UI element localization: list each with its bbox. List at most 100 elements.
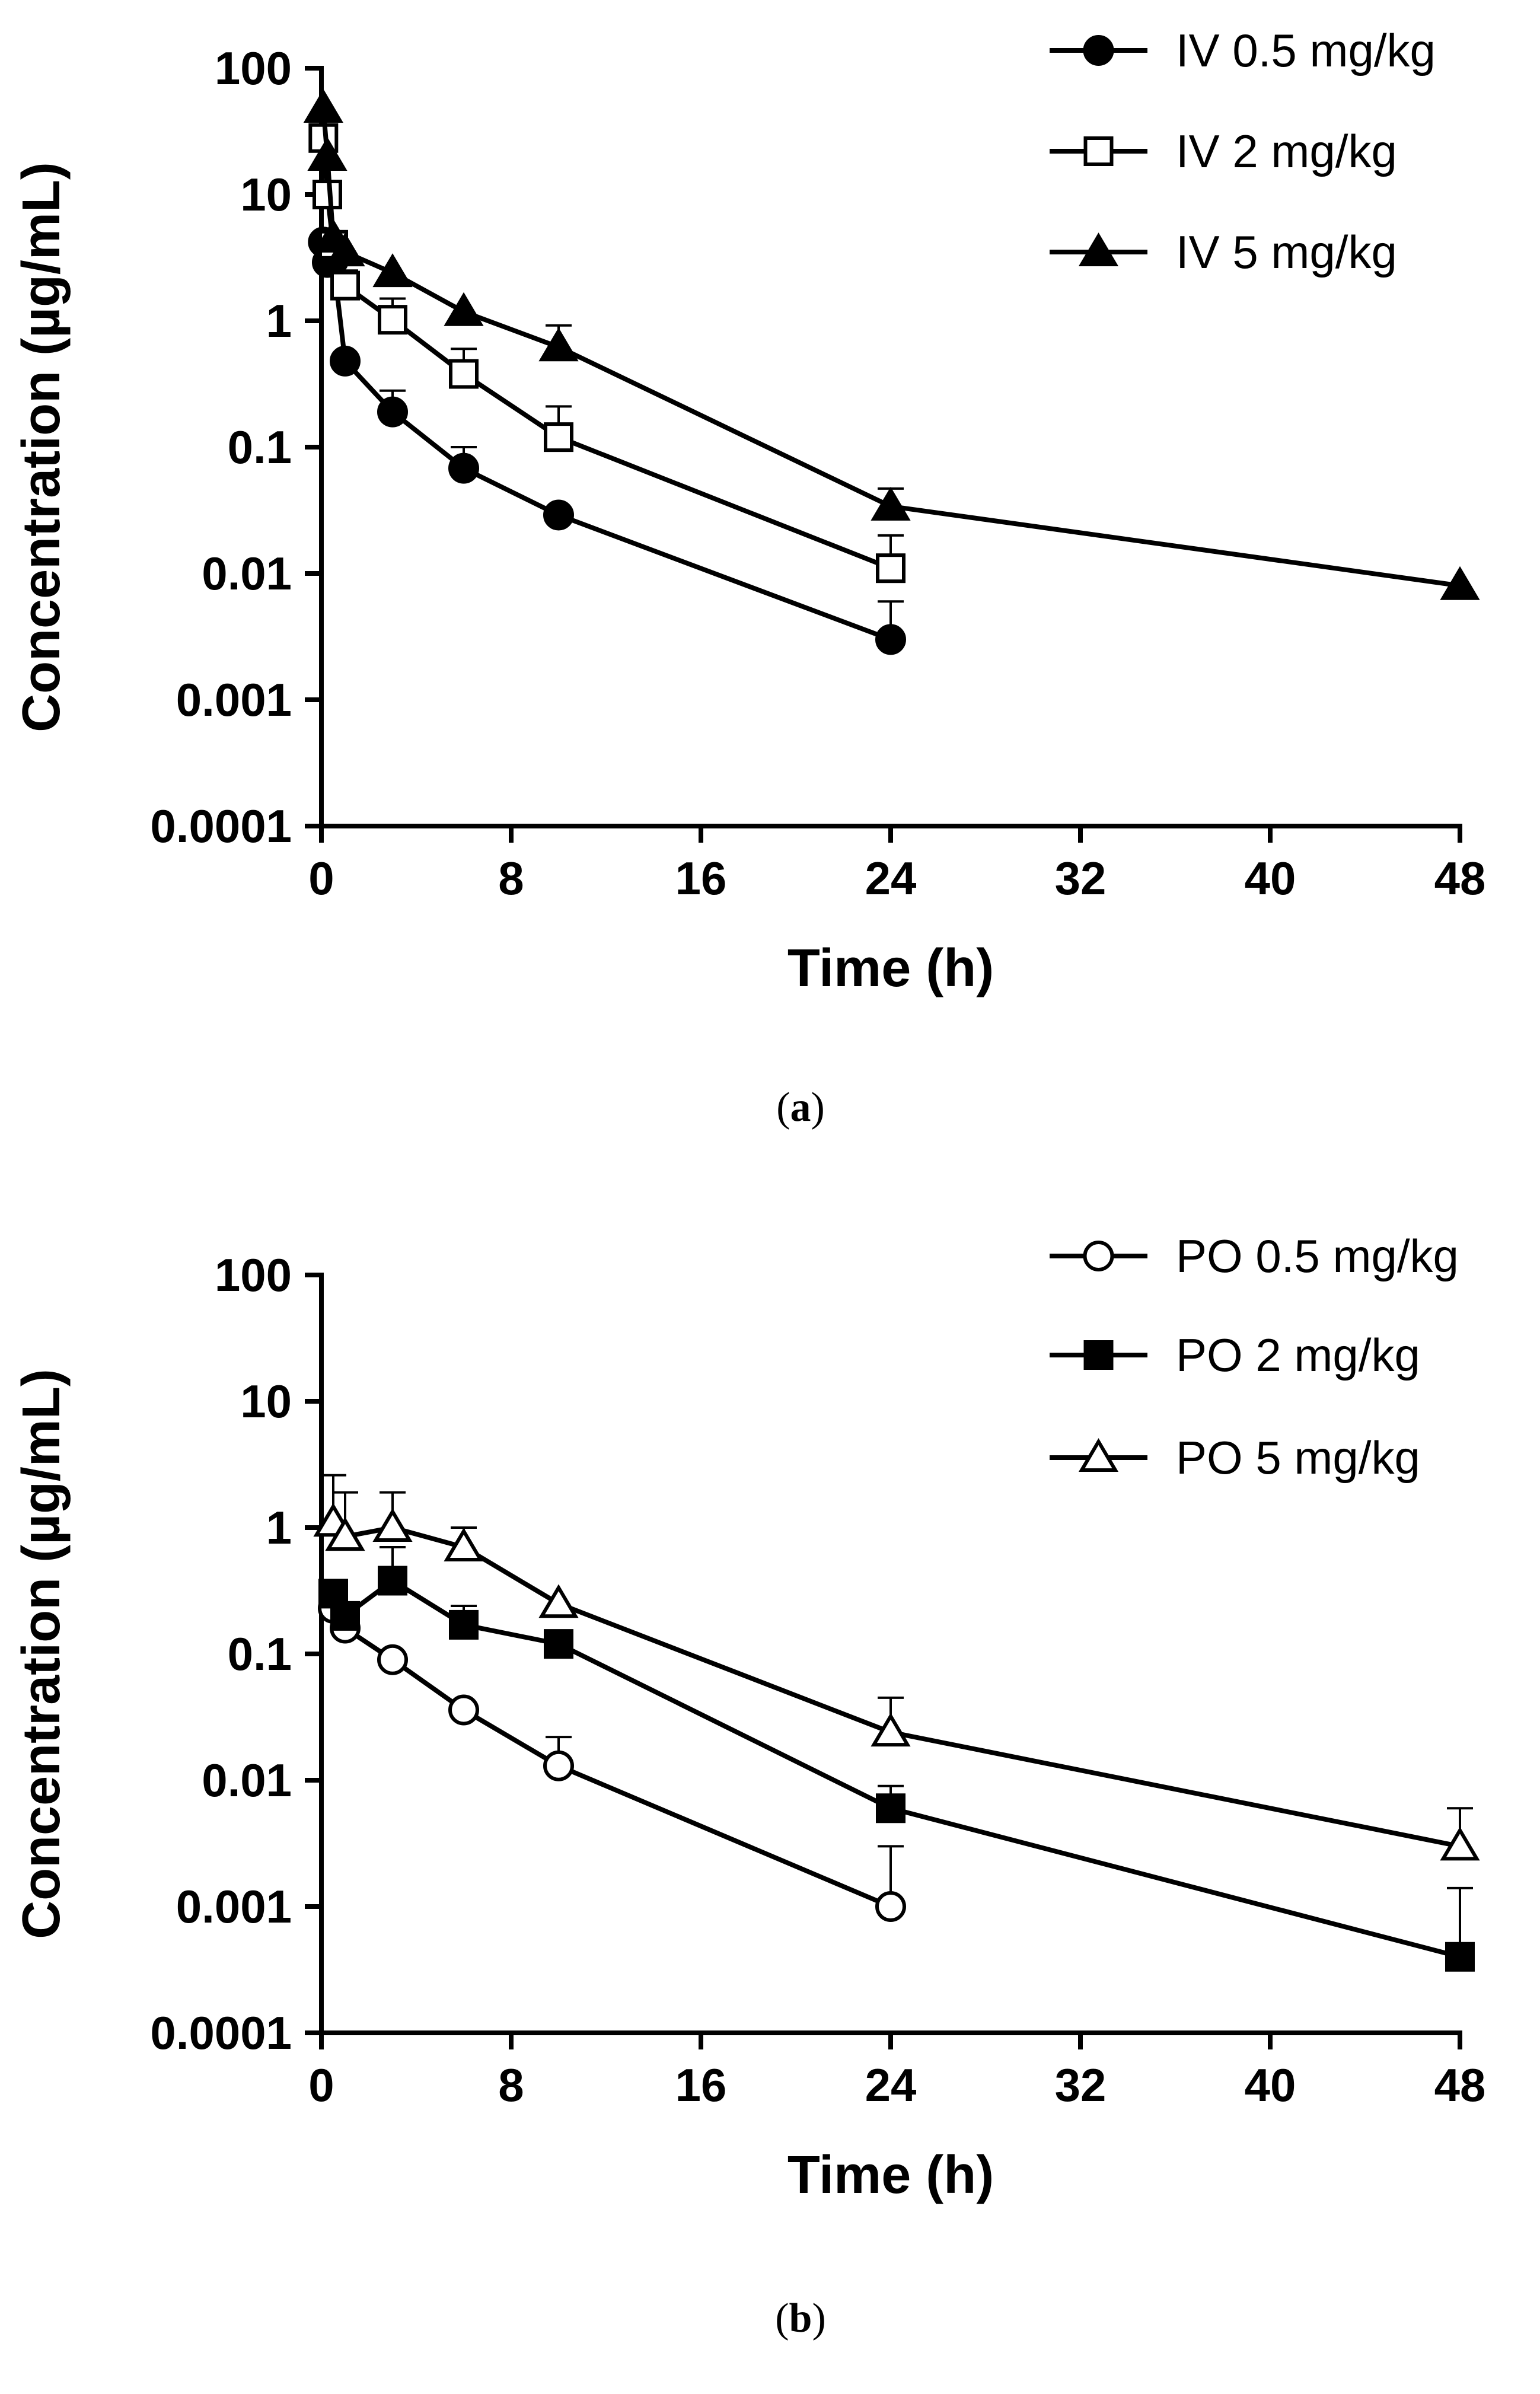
legend-entry-iv-0-5-mg-kg: IV 0.5 mg/kg xyxy=(1050,24,1436,76)
y-tick-label: 0.0001 xyxy=(150,800,292,852)
legend-entry-po-2-mg-kg: PO 2 mg/kg xyxy=(1050,1329,1420,1381)
data-point xyxy=(307,136,347,171)
caption-a-letter: a xyxy=(790,1085,811,1130)
data-point xyxy=(538,327,579,362)
y-tick-label: 1 xyxy=(266,295,292,347)
legend-entry-po-5-mg-kg: PO 5 mg/kg xyxy=(1050,1432,1420,1484)
data-point xyxy=(544,422,573,452)
data-point xyxy=(1445,1942,1475,1972)
series-line xyxy=(321,241,892,642)
y-tick-label: 0.001 xyxy=(176,674,292,726)
data-point xyxy=(871,1713,911,1747)
caption-b: (b) xyxy=(775,2296,826,2341)
legend-marker xyxy=(1083,35,1114,66)
data-point xyxy=(1440,566,1480,600)
data-point xyxy=(448,452,479,484)
y-tick-label: 10 xyxy=(240,1375,292,1427)
y-axis-title: Concentration (µg/mL) xyxy=(12,162,71,732)
legend-label: PO 2 mg/kg xyxy=(1176,1329,1420,1381)
x-tick-label: 40 xyxy=(1245,852,1296,904)
y-tick-label: 0.1 xyxy=(228,1628,292,1680)
data-point xyxy=(330,345,361,377)
data-point xyxy=(378,305,407,335)
series-line xyxy=(331,1606,892,1909)
series-iv-0-5-mg-kg xyxy=(308,227,906,655)
x-axis-title: Time (h) xyxy=(787,939,994,998)
x-tick-label: 32 xyxy=(1055,2059,1107,2111)
legend-entry-po-0-5-mg-kg: PO 0.5 mg/kg xyxy=(1050,1230,1459,1282)
data-point xyxy=(444,1528,484,1562)
data-point xyxy=(372,253,413,288)
series-line xyxy=(321,138,892,570)
x-tick-label: 8 xyxy=(498,2059,524,2111)
data-point xyxy=(543,1750,574,1781)
x-tick-label: 16 xyxy=(675,852,727,904)
data-point xyxy=(875,624,906,655)
legend-label: IV 2 mg/kg xyxy=(1176,125,1397,177)
data-point xyxy=(449,359,479,389)
legend-entry-iv-2-mg-kg: IV 2 mg/kg xyxy=(1050,125,1397,177)
data-point xyxy=(449,1609,479,1640)
x-tick-label: 24 xyxy=(865,2059,917,2111)
data-point xyxy=(876,553,905,584)
data-point xyxy=(378,1566,407,1596)
y-tick-label: 0.0001 xyxy=(150,2007,292,2059)
y-tick-label: 0.1 xyxy=(228,421,292,473)
legend-marker xyxy=(1083,136,1114,166)
legend-label: IV 0.5 mg/kg xyxy=(1176,24,1436,76)
y-tick-label: 1 xyxy=(266,1502,292,1554)
data-point xyxy=(325,1517,365,1551)
y-tick-label: 0.01 xyxy=(202,547,292,600)
caption-a: (a) xyxy=(776,1085,825,1130)
legend-marker xyxy=(1078,1438,1119,1472)
data-point xyxy=(377,396,408,428)
data-point xyxy=(448,1694,479,1726)
series-po-0-5-mg-kg xyxy=(318,1592,906,1922)
x-tick-label: 8 xyxy=(498,852,524,904)
data-point xyxy=(325,232,365,267)
data-point xyxy=(871,486,911,521)
x-tick-label: 40 xyxy=(1245,2059,1296,2111)
chart-panel-a: 0.0001 0.001 0.01 0.1 1 10 100 0 8 16 24 32 40 48 Time… xyxy=(12,24,1485,998)
legend-label: IV 5 mg/kg xyxy=(1176,226,1397,278)
data-point xyxy=(330,1601,360,1631)
y-axis-title: Concentration (µg/mL) xyxy=(12,1369,71,1939)
data-point xyxy=(1440,1826,1480,1861)
data-point xyxy=(875,1891,906,1922)
legend-marker xyxy=(1078,232,1119,267)
series-iv-5-mg-kg xyxy=(303,88,1480,600)
series-po-5-mg-kg xyxy=(313,1474,1480,1861)
y-tick-label: 100 xyxy=(215,1249,292,1301)
x-tick-label: 48 xyxy=(1434,852,1486,904)
x-tick-label: 0 xyxy=(308,2059,334,2111)
data-point xyxy=(538,1584,579,1618)
x-tick-label: 32 xyxy=(1055,852,1107,904)
chart-panel-b: 0.0001 0.001 0.01 0.1 1 10 100 0 8 16 24 32 40 48 Time… xyxy=(12,1230,1485,2205)
data-point xyxy=(876,1793,905,1824)
data-point xyxy=(543,499,574,531)
data-point xyxy=(377,1644,408,1675)
data-point xyxy=(544,1629,573,1659)
caption-b-letter: b xyxy=(789,2296,812,2341)
x-tick-label: 24 xyxy=(865,852,917,904)
series-po-2-mg-kg xyxy=(318,1545,1475,1972)
y-tick-label: 0.001 xyxy=(176,1880,292,1933)
legend-marker xyxy=(1083,1340,1114,1370)
x-tick-label: 48 xyxy=(1434,2059,1486,2111)
data-point xyxy=(444,292,484,326)
legend-label: PO 0.5 mg/kg xyxy=(1176,1230,1459,1282)
y-tick-label: 10 xyxy=(240,168,292,221)
legend-entry-iv-5-mg-kg: IV 5 mg/kg xyxy=(1050,226,1397,278)
x-tick-label: 16 xyxy=(675,2059,727,2111)
data-point xyxy=(330,270,360,301)
legend-label: PO 5 mg/kg xyxy=(1176,1432,1420,1484)
data-point xyxy=(372,1508,413,1542)
series-iv-2-mg-kg xyxy=(308,123,905,584)
data-point xyxy=(303,88,343,123)
y-tick-label: 100 xyxy=(215,42,292,94)
y-tick-label: 0.01 xyxy=(202,1754,292,1806)
x-tick-label: 0 xyxy=(308,852,334,904)
legend-marker xyxy=(1083,1241,1114,1271)
x-axis-title: Time (h) xyxy=(787,2146,994,2205)
